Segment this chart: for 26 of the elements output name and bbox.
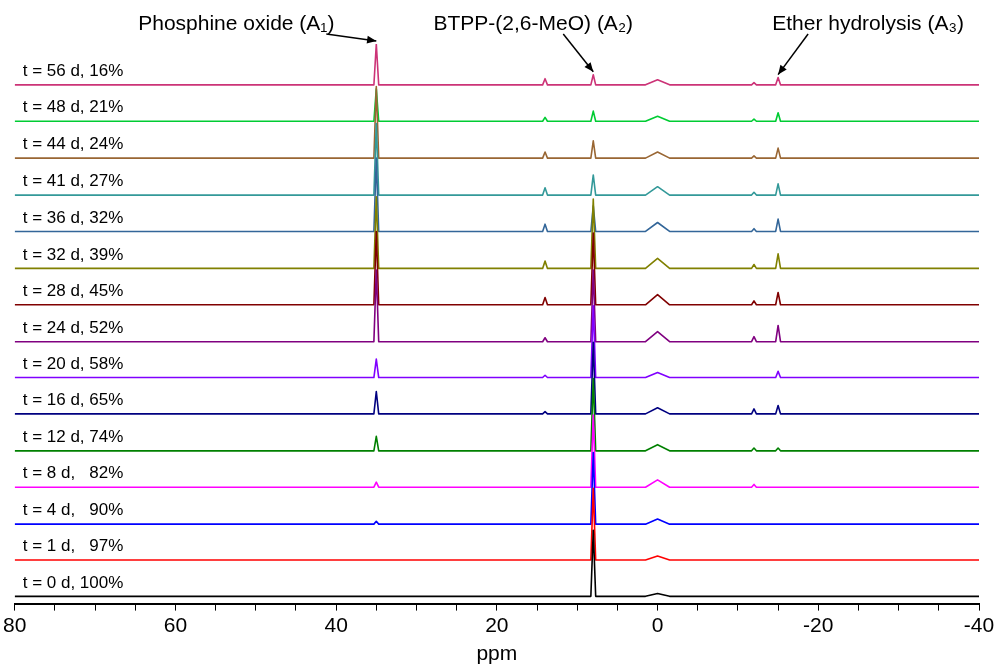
series-label: t = 48 d, 21%	[22, 97, 124, 117]
x-tick-label: 60	[163, 613, 188, 636]
series-label: t = 4 d, 90%	[22, 500, 124, 520]
x-tick-label: 40	[324, 613, 348, 636]
series-label: t = 24 d, 52%	[22, 317, 124, 337]
x-tick-label: 80	[3, 613, 27, 636]
annotation: BTPP-(2,6-MeO) (A₂)	[433, 11, 634, 34]
series-label: t = 56 d, 16%	[22, 61, 124, 81]
series-label: t = 32 d, 39%	[22, 244, 124, 264]
series-label: t = 28 d, 45%	[22, 280, 124, 300]
series-label: t = 16 d, 65%	[22, 390, 124, 410]
series-label: t = 20 d, 58%	[22, 353, 124, 373]
series-label: t = 41 d, 27%	[22, 171, 124, 191]
x-tick-label: 20	[485, 613, 509, 636]
series-label: t = 36 d, 32%	[22, 207, 124, 227]
series-label: t = 12 d, 74%	[22, 427, 124, 447]
x-axis-title: ppm	[476, 641, 518, 665]
x-tick-label: -40	[963, 613, 995, 636]
annotation: Phosphine oxide (A₁)	[138, 11, 335, 34]
x-tick-label: -20	[803, 613, 834, 636]
series-label: t = 44 d, 24%	[22, 134, 124, 154]
annotation: Ether hydrolysis (A₃)	[772, 11, 964, 34]
series-label: t = 0 d, 100%	[22, 572, 124, 592]
series-label: t = 1 d, 97%	[22, 536, 124, 556]
x-tick-label: 0	[651, 613, 664, 636]
series-label: t = 8 d, 82%	[22, 463, 124, 483]
